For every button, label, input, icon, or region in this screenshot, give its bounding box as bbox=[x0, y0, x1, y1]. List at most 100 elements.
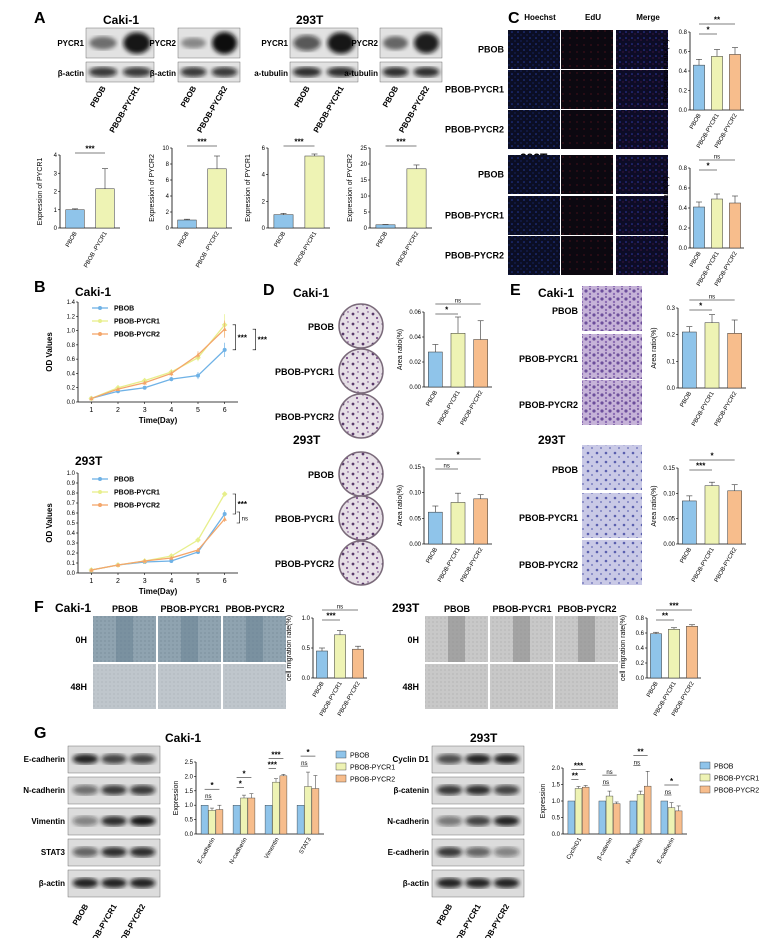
G1-bar bbox=[240, 797, 248, 835]
A4-ylabel: Expression of PYCR2 bbox=[347, 154, 354, 222]
A4-ytick-label: 20 bbox=[360, 162, 367, 168]
panel-f-caki-time-label: 0H bbox=[75, 635, 87, 645]
A4-x-label: PBOB-PYCR2 bbox=[396, 230, 421, 267]
B1-sig-bracket bbox=[252, 328, 256, 351]
colony-dish bbox=[338, 303, 384, 349]
wound-gap bbox=[181, 616, 198, 662]
panel-b-293t-title: 293T bbox=[75, 454, 103, 468]
D1-x-label: PBOB bbox=[426, 390, 440, 407]
panel-b-charts: 0.0 0.2 0.4 0.6 0.8 1.0 1.2 1.4 1 2 3 4 5 6 Time(Day) O… bbox=[45, 285, 268, 596]
C2-sig-label: * bbox=[706, 162, 710, 171]
A2-bar bbox=[207, 168, 227, 229]
B2-ylabel: OD Values bbox=[45, 503, 54, 543]
G2-bar bbox=[605, 795, 614, 835]
A1-bar bbox=[65, 209, 85, 229]
G2-x-label: CyclinD1 bbox=[566, 836, 584, 860]
blot-band bbox=[465, 816, 491, 826]
G2-sig-label: *** bbox=[574, 761, 584, 770]
F1-bar bbox=[316, 650, 328, 679]
blot-band bbox=[436, 816, 463, 826]
panel-d-row-label: PBOB bbox=[308, 322, 335, 332]
G1-sig-label: ns bbox=[205, 794, 211, 800]
panel-g-293t-lane-label: PBOB bbox=[435, 902, 454, 927]
E1-x-label: PBOB bbox=[680, 391, 694, 408]
blot-row-label: Vimentin bbox=[31, 817, 65, 826]
blot-band bbox=[413, 67, 440, 77]
colony-dish bbox=[338, 393, 384, 439]
B2-legend-label: PBOB bbox=[114, 477, 134, 484]
blot-band bbox=[129, 785, 156, 795]
B2-point bbox=[195, 537, 201, 543]
E1-ytick-label: 0.0 bbox=[667, 386, 676, 392]
wound-image-48h bbox=[158, 664, 221, 709]
panel-d-row-label: PBOB-PYCR1 bbox=[275, 514, 334, 524]
panel-a-293t-title: 293T bbox=[296, 13, 324, 27]
G2-sig-label: ns bbox=[603, 780, 609, 786]
B2-point bbox=[222, 516, 227, 521]
B1-xlabel: Time(Day) bbox=[139, 416, 178, 425]
E2-x-label: PBOB-PYCR1 bbox=[691, 546, 716, 583]
A1-x-label: PBOB -PYCR1 bbox=[83, 230, 109, 269]
F2-sig-label: ** bbox=[662, 612, 669, 621]
F2-ytick-label: 0.4 bbox=[636, 646, 645, 652]
A2-ytick-label: 6 bbox=[166, 178, 170, 184]
wound-image-48h bbox=[425, 664, 488, 709]
B2-point bbox=[222, 512, 227, 516]
blot-band bbox=[414, 32, 439, 54]
panel-a-charts: 0 1 2 3 4 Expression of PYCR1 PBOB PBOB -PYCR1 *… bbox=[37, 138, 432, 269]
blot-band bbox=[101, 878, 127, 888]
B2-point bbox=[169, 555, 174, 560]
panel-c-row-label: PBOB bbox=[478, 45, 505, 55]
G1-bar bbox=[279, 775, 288, 835]
D2-ytick-label: 0.15 bbox=[409, 465, 421, 471]
B2-xtick-label: 2 bbox=[116, 578, 120, 585]
fluorescence-image bbox=[561, 155, 613, 194]
A4-ytick-label: 15 bbox=[360, 178, 367, 184]
G1-sig-label: ns bbox=[301, 761, 307, 767]
B2-legend-marker bbox=[98, 490, 102, 494]
panel-e: Caki-1 293T PBOB PBOB-PYCR1 PBOB-PYCR2 PBOB… bbox=[519, 286, 642, 585]
blot-row-label: E-cadherin bbox=[388, 848, 429, 857]
D2-x-label: PBOB bbox=[426, 547, 440, 564]
panel-d-caki-title: Caki-1 bbox=[293, 286, 329, 300]
B1-ylabel: OD Values bbox=[45, 332, 54, 372]
blot-lane-label: PBOB bbox=[179, 84, 198, 109]
panel-e-row-label: PBOB-PYCR1 bbox=[519, 354, 578, 364]
D1-sig-label: * bbox=[445, 306, 449, 315]
E1-ytick-label: 0.3 bbox=[667, 306, 676, 312]
blot-band bbox=[180, 67, 207, 77]
panel-f-293t-time-label: 0H bbox=[407, 635, 419, 645]
G2-bar bbox=[636, 794, 645, 835]
C1-ytick-label: 0.2 bbox=[679, 89, 688, 95]
G2-bar bbox=[567, 800, 575, 835]
A3-ytick-label: 0 bbox=[262, 226, 266, 232]
panel-d-row-label: PBOB-PYCR2 bbox=[275, 559, 334, 569]
A2-ylabel: Expression of PYCR2 bbox=[149, 154, 156, 222]
B1-point bbox=[196, 373, 200, 378]
panel-g-legend-swatch bbox=[699, 761, 711, 770]
panel-label-e: E bbox=[510, 282, 521, 299]
B1-point bbox=[142, 385, 147, 390]
G1-bar bbox=[200, 805, 209, 835]
A1-ytick-label: 0 bbox=[54, 226, 58, 232]
fluorescence-image bbox=[508, 70, 560, 109]
C2-sig-label: ns bbox=[714, 155, 720, 161]
B1-sig-bracket bbox=[232, 324, 236, 351]
panel-g-caki-lane-label: PBOB bbox=[71, 902, 90, 927]
panel-d-row-label: PBOB-PYCR1 bbox=[275, 367, 334, 377]
panel-a-caki-title: Caki-1 bbox=[103, 13, 139, 27]
blot-band bbox=[101, 847, 127, 857]
fluorescence-image bbox=[508, 30, 560, 69]
panel-g-legend-swatch bbox=[335, 750, 347, 759]
F2-ylabel: cell migration rate(%) bbox=[620, 615, 627, 681]
A3-x-label: PBOB bbox=[274, 231, 288, 248]
fluorescence-image bbox=[508, 196, 560, 235]
B2-xtick-label: 1 bbox=[89, 578, 93, 585]
panel-g-legend-swatch bbox=[699, 773, 711, 782]
panel-g-caki-title: Caki-1 bbox=[165, 731, 201, 745]
blot-band bbox=[465, 878, 491, 888]
blot-band bbox=[72, 847, 99, 857]
G2-bar bbox=[675, 810, 683, 835]
C1-sig-label: ** bbox=[714, 16, 721, 25]
